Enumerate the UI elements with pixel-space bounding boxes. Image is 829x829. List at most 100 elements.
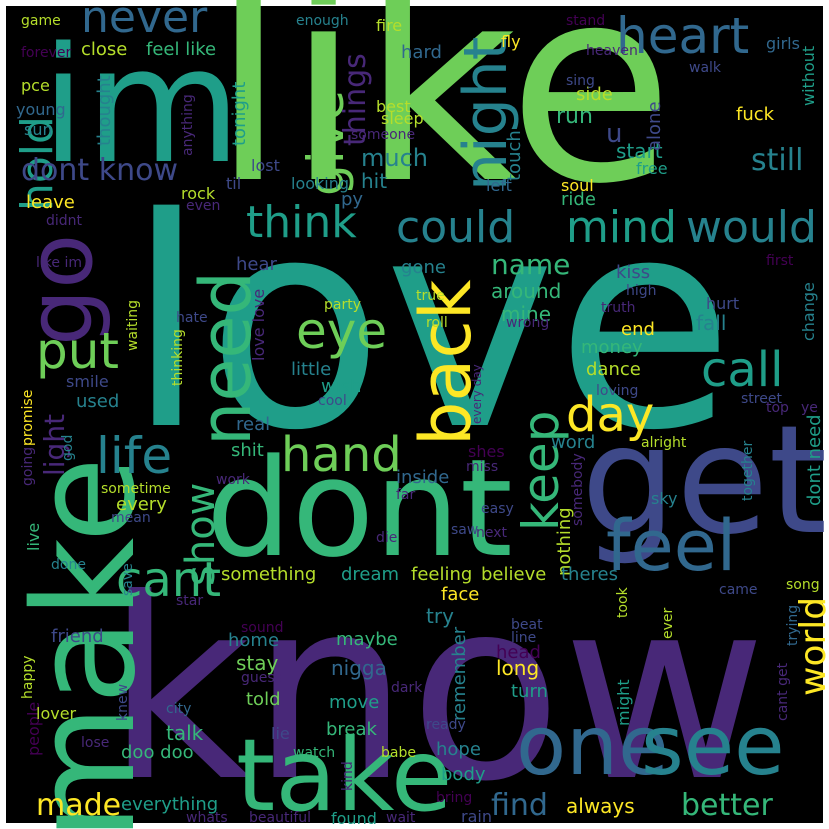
word-long: long bbox=[496, 656, 540, 680]
word-done: done bbox=[51, 557, 86, 573]
word-babe: babe bbox=[381, 745, 416, 761]
word-feel: feel bbox=[606, 505, 737, 587]
word-lose: lose bbox=[81, 735, 110, 751]
word-turn: turn bbox=[511, 681, 548, 702]
word-fuck: fuck bbox=[736, 104, 775, 125]
word-easy: easy bbox=[481, 501, 514, 517]
word-around: around bbox=[491, 279, 562, 303]
word-wait: wait bbox=[386, 810, 416, 826]
word-walk: walk bbox=[689, 60, 722, 76]
word-would: would bbox=[686, 202, 817, 253]
word-ready: ready bbox=[426, 717, 466, 733]
word-love-love: love love bbox=[249, 288, 268, 361]
word-body: body bbox=[441, 764, 486, 785]
word-saw: saw bbox=[451, 522, 479, 538]
word-change: change bbox=[799, 282, 818, 341]
word-bring: bring bbox=[436, 790, 473, 806]
word-alright: alright bbox=[641, 435, 687, 451]
word-ye: ye bbox=[801, 400, 818, 416]
word-doo-doo: doo doo bbox=[121, 742, 194, 763]
word-heaven: heaven bbox=[586, 43, 638, 59]
word-song: song bbox=[786, 577, 820, 593]
word-could: could bbox=[396, 202, 516, 253]
word-rain: rain bbox=[461, 807, 492, 826]
word-still: still bbox=[751, 143, 804, 178]
word-tonight: tonight bbox=[229, 81, 250, 146]
word-kind: kind bbox=[340, 761, 356, 791]
word-sleep: sleep bbox=[381, 109, 424, 128]
word-thinking: thinking bbox=[170, 329, 186, 386]
word-used: used bbox=[76, 391, 120, 412]
word-believe: believe bbox=[481, 564, 547, 585]
word-think: think bbox=[246, 197, 357, 248]
word-start: start bbox=[616, 139, 663, 163]
word-left: left bbox=[486, 176, 512, 195]
word-rock: rock bbox=[181, 184, 216, 203]
word-city: city bbox=[166, 701, 192, 717]
word-sometime: sometime bbox=[101, 481, 171, 497]
word-eye: eye bbox=[296, 302, 388, 360]
word-run: run bbox=[556, 104, 593, 129]
word-inside: inside bbox=[396, 467, 450, 488]
word-every-day: every day bbox=[470, 364, 484, 424]
word-real: real bbox=[236, 414, 271, 435]
word-top: top bbox=[766, 400, 789, 416]
word-watch: watch bbox=[293, 745, 336, 761]
word-dont: dont bbox=[206, 430, 513, 587]
word-fire: fire bbox=[376, 16, 403, 35]
word-get: get bbox=[581, 394, 828, 568]
word-alone: alone bbox=[644, 101, 665, 151]
word-work: work bbox=[216, 472, 250, 488]
word-thought: thought bbox=[94, 75, 115, 146]
word-remember: remember bbox=[449, 626, 470, 721]
word-looking: looking bbox=[291, 174, 350, 193]
word-sing: sing bbox=[566, 73, 595, 89]
word-word: word bbox=[551, 432, 596, 453]
word-dark: dark bbox=[391, 680, 423, 696]
word-see: see bbox=[641, 699, 785, 794]
word-friend: friend bbox=[51, 626, 104, 647]
word-theres: theres bbox=[561, 564, 618, 585]
word-every: every bbox=[116, 494, 167, 515]
word-life: life bbox=[96, 427, 173, 485]
word-live: live bbox=[24, 522, 43, 551]
word-sound: sound bbox=[241, 620, 284, 636]
word-beat: beat bbox=[511, 617, 543, 633]
word-mean: mean bbox=[111, 510, 151, 526]
word-line: line bbox=[511, 630, 537, 646]
word-head: head bbox=[496, 642, 541, 663]
word-didnt: didnt bbox=[46, 213, 83, 229]
word-trying: trying bbox=[785, 604, 801, 646]
word-love: love bbox=[126, 157, 735, 494]
word-game: game bbox=[21, 13, 61, 29]
word-break: break bbox=[326, 719, 377, 740]
word-hit: hit bbox=[361, 169, 388, 193]
word-shes: shes bbox=[468, 442, 505, 461]
word-better: better bbox=[681, 788, 773, 823]
word-god: god bbox=[60, 434, 76, 461]
word-money: money bbox=[581, 337, 643, 358]
word-til: til bbox=[226, 174, 242, 193]
word-little: little bbox=[291, 359, 332, 380]
word-like: like bbox=[211, 0, 674, 243]
word-day: day bbox=[566, 387, 655, 443]
word-py: py bbox=[341, 189, 364, 210]
word-cant: cant bbox=[116, 552, 222, 608]
word-leave: leave bbox=[26, 192, 75, 213]
word-anything: anything bbox=[180, 94, 196, 156]
word-free: free bbox=[636, 159, 668, 178]
word-cant-get: cant get bbox=[775, 662, 791, 721]
word-fall: fall bbox=[696, 311, 727, 335]
word-street: street bbox=[741, 391, 782, 407]
word-end: end bbox=[621, 319, 655, 340]
word-hate: hate bbox=[176, 310, 208, 326]
word-face: face bbox=[441, 584, 480, 605]
word-ride: ride bbox=[561, 189, 596, 210]
word-move: move bbox=[329, 692, 380, 713]
word-call: call bbox=[701, 342, 784, 398]
word-enough: enough bbox=[296, 13, 349, 29]
word-wish: wish bbox=[321, 376, 362, 397]
word-might: might bbox=[614, 679, 633, 726]
word-touch: touch bbox=[504, 130, 525, 181]
